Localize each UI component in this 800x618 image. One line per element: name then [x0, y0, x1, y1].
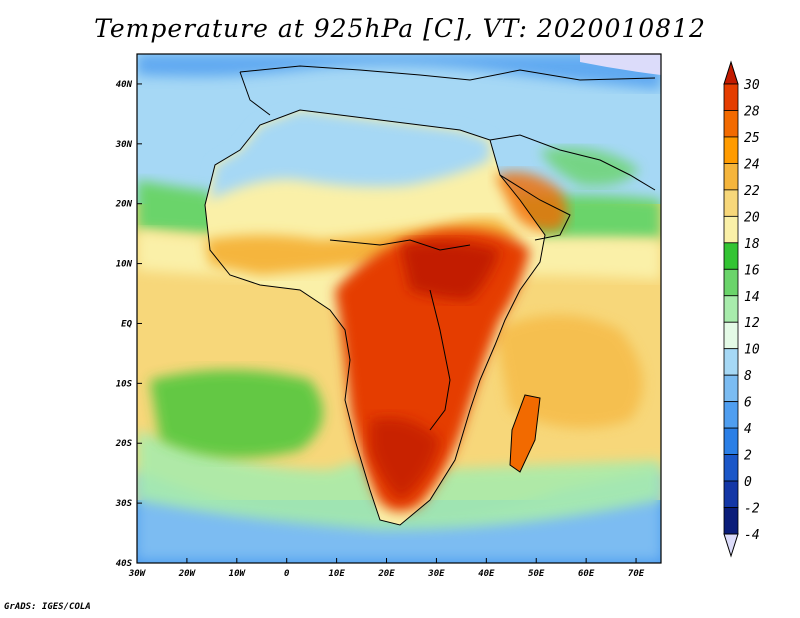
lon-label: 70E: [628, 569, 645, 579]
colorbar-label: 0: [744, 475, 752, 490]
lat-label: 30S: [115, 499, 133, 509]
colorbar-label: 24: [744, 157, 760, 172]
madagascar: [510, 395, 540, 472]
lat-label: 40N: [116, 80, 133, 90]
colorbar-label: 8: [744, 369, 752, 384]
lat-label: 40S: [116, 559, 133, 569]
colorbar-swatch: [723, 507, 739, 535]
colorbar-swatch: [723, 215, 739, 244]
colorbar-swatch: [723, 427, 739, 455]
lat-label: 10S: [116, 379, 133, 389]
colorbar-label: -2: [744, 502, 760, 517]
lon-label: 30E: [427, 569, 445, 579]
colorbar-swatch: [723, 83, 739, 111]
lat-label: 10N: [116, 260, 133, 270]
colorbar-swatch: [723, 268, 739, 297]
colorbar-label: 4: [744, 422, 752, 437]
lon-label: 60E: [578, 569, 595, 579]
axis-ticks: 30W 20W 10W 0 10E 20E 30E 40E 50E 60E 70E 40N 30N 20N…: [115, 80, 645, 579]
lon-label: 10E: [328, 569, 345, 579]
colorbar-swatch: [723, 136, 739, 164]
lon-label: 0: [284, 569, 290, 579]
temperature-field: [137, 54, 661, 563]
map-frame: [136, 53, 662, 564]
colorbar-swatch: [723, 454, 739, 482]
colorbar-label: 25: [744, 131, 760, 146]
colorbar-label: 16: [744, 263, 760, 278]
colorbar-swatch: [723, 480, 739, 508]
lat-label: 30N: [115, 140, 133, 150]
colorbar-label: 2: [744, 449, 752, 464]
colorbar-label: 20: [744, 210, 760, 225]
colorbar-swatch: [723, 110, 739, 138]
lon-label: 20W: [178, 569, 197, 579]
map-title: Temperature at 925hPa [C], VT: 202001081…: [94, 14, 706, 43]
colorbar-swatch: [723, 163, 739, 191]
colorbar-swatch: [723, 348, 739, 376]
colorbar-label: 12: [744, 316, 760, 331]
lat-label: 20N: [115, 200, 133, 210]
colorbar-swatch: [723, 374, 739, 403]
colorbar-bottom-triangle: [723, 533, 739, 558]
colorbar-label: 6: [744, 396, 752, 411]
colorbar-top-triangle: [723, 60, 739, 85]
colorbar-label: 28: [744, 104, 760, 119]
lat-label: EQ: [121, 319, 132, 329]
colorbar-label: 18: [744, 237, 760, 252]
colorbar-swatch: [723, 401, 739, 429]
lon-label: 20E: [377, 569, 395, 579]
colorbar-label: 30: [743, 78, 760, 93]
lon-label: 50E: [528, 569, 545, 579]
colorbar-swatch: [723, 242, 739, 270]
lon-label: 40E: [478, 569, 495, 579]
credit-label: GrADS: IGES/COLA: [4, 602, 91, 612]
coastlines: [204, 65, 656, 526]
colorbar-label: 22: [744, 184, 760, 199]
colorbar-swatch: [723, 321, 739, 350]
colorbar-swatch: [723, 295, 739, 323]
lon-label: 10W: [229, 569, 247, 579]
colorbar-label: 10: [744, 343, 760, 358]
colorbar-label: -4: [744, 528, 760, 543]
colorbar-label: 14: [744, 290, 760, 305]
lat-label: 20S: [115, 439, 133, 449]
colorbar-swatch: [723, 189, 739, 217]
lon-label: 30W: [128, 569, 147, 579]
